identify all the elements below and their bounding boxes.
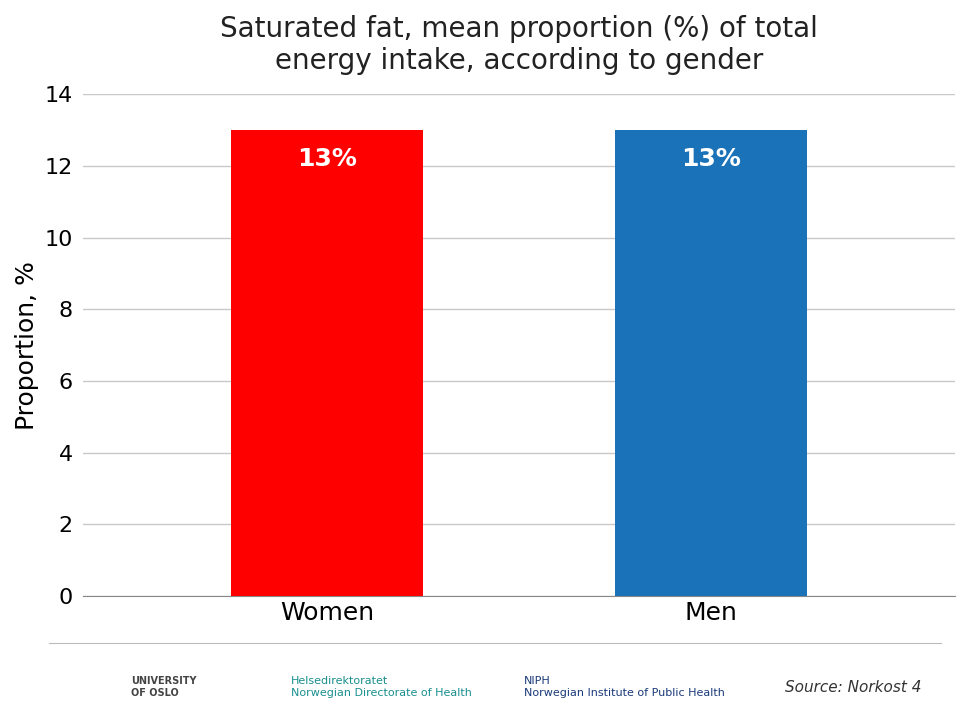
Text: NIPH
Norwegian Institute of Public Health: NIPH Norwegian Institute of Public Healt… [523, 676, 724, 698]
Bar [614, 130, 806, 596]
Text: 13%: 13% [680, 147, 740, 171]
Text: 13%: 13% [297, 147, 357, 171]
Bar [231, 130, 422, 596]
Text: UNIVERSITY
OF OSLO: UNIVERSITY OF OSLO [131, 676, 197, 698]
Text: Helsedirektoratet
Norwegian Directorate of Health: Helsedirektoratet Norwegian Directorate … [291, 676, 471, 698]
Y-axis label: Proportion, %: Proportion, % [15, 261, 39, 430]
Text: Source: Norkost 4: Source: Norkost 4 [784, 680, 921, 694]
Title: Saturated fat, mean proportion (%) of total
energy intake, according to gender: Saturated fat, mean proportion (%) of to… [220, 15, 817, 76]
